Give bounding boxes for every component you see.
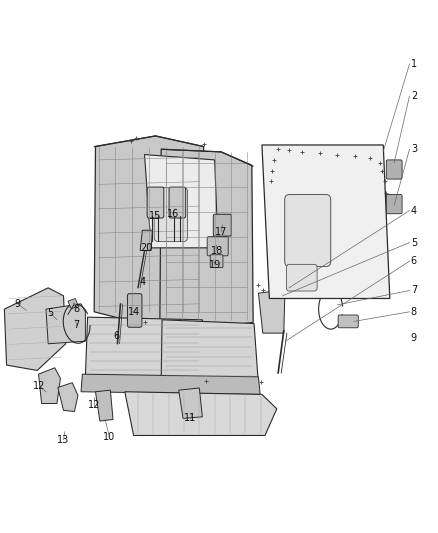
FancyBboxPatch shape (285, 195, 331, 266)
Polygon shape (160, 149, 253, 328)
Text: 1: 1 (411, 59, 417, 69)
Polygon shape (258, 290, 285, 333)
Text: 14: 14 (127, 307, 140, 317)
Polygon shape (58, 383, 78, 411)
Text: 10: 10 (103, 432, 116, 442)
Text: 9: 9 (14, 299, 21, 309)
Text: 4: 4 (411, 206, 417, 215)
Text: 18: 18 (211, 246, 223, 255)
FancyBboxPatch shape (147, 187, 164, 218)
Text: 6: 6 (411, 256, 417, 266)
Polygon shape (262, 145, 390, 298)
Text: 16: 16 (167, 209, 179, 219)
Text: 12: 12 (33, 382, 46, 391)
FancyBboxPatch shape (154, 188, 187, 241)
Polygon shape (125, 392, 277, 435)
Text: 11: 11 (184, 414, 197, 423)
Polygon shape (85, 317, 205, 378)
Polygon shape (39, 368, 60, 403)
Text: 9: 9 (411, 334, 417, 343)
FancyBboxPatch shape (386, 160, 402, 179)
Text: 6: 6 (113, 331, 119, 341)
FancyBboxPatch shape (286, 264, 317, 291)
Polygon shape (94, 136, 205, 325)
Polygon shape (4, 288, 66, 370)
Polygon shape (140, 230, 152, 251)
Text: 3: 3 (411, 144, 417, 154)
Text: 7: 7 (411, 286, 417, 295)
Text: 15: 15 (149, 211, 162, 221)
Polygon shape (145, 155, 218, 248)
Text: 17: 17 (215, 227, 227, 237)
FancyBboxPatch shape (127, 294, 142, 327)
Text: 2: 2 (411, 91, 417, 101)
Text: 19: 19 (208, 260, 221, 270)
Polygon shape (46, 304, 85, 344)
Text: 8: 8 (411, 307, 417, 317)
FancyBboxPatch shape (169, 187, 186, 218)
Polygon shape (161, 320, 258, 384)
Polygon shape (68, 298, 78, 309)
Text: 7: 7 (74, 320, 80, 330)
Text: 5: 5 (411, 238, 417, 247)
Text: 8: 8 (74, 304, 80, 314)
FancyBboxPatch shape (213, 214, 231, 236)
FancyBboxPatch shape (210, 255, 223, 268)
FancyBboxPatch shape (207, 237, 228, 256)
Text: 13: 13 (57, 435, 70, 445)
Polygon shape (179, 388, 202, 418)
FancyBboxPatch shape (386, 195, 402, 214)
Text: 4: 4 (139, 278, 145, 287)
Text: 20: 20 (141, 243, 153, 253)
Polygon shape (95, 390, 113, 421)
Polygon shape (81, 374, 260, 394)
Text: 5: 5 (47, 308, 53, 318)
Text: 12: 12 (88, 400, 100, 410)
FancyBboxPatch shape (338, 315, 358, 328)
